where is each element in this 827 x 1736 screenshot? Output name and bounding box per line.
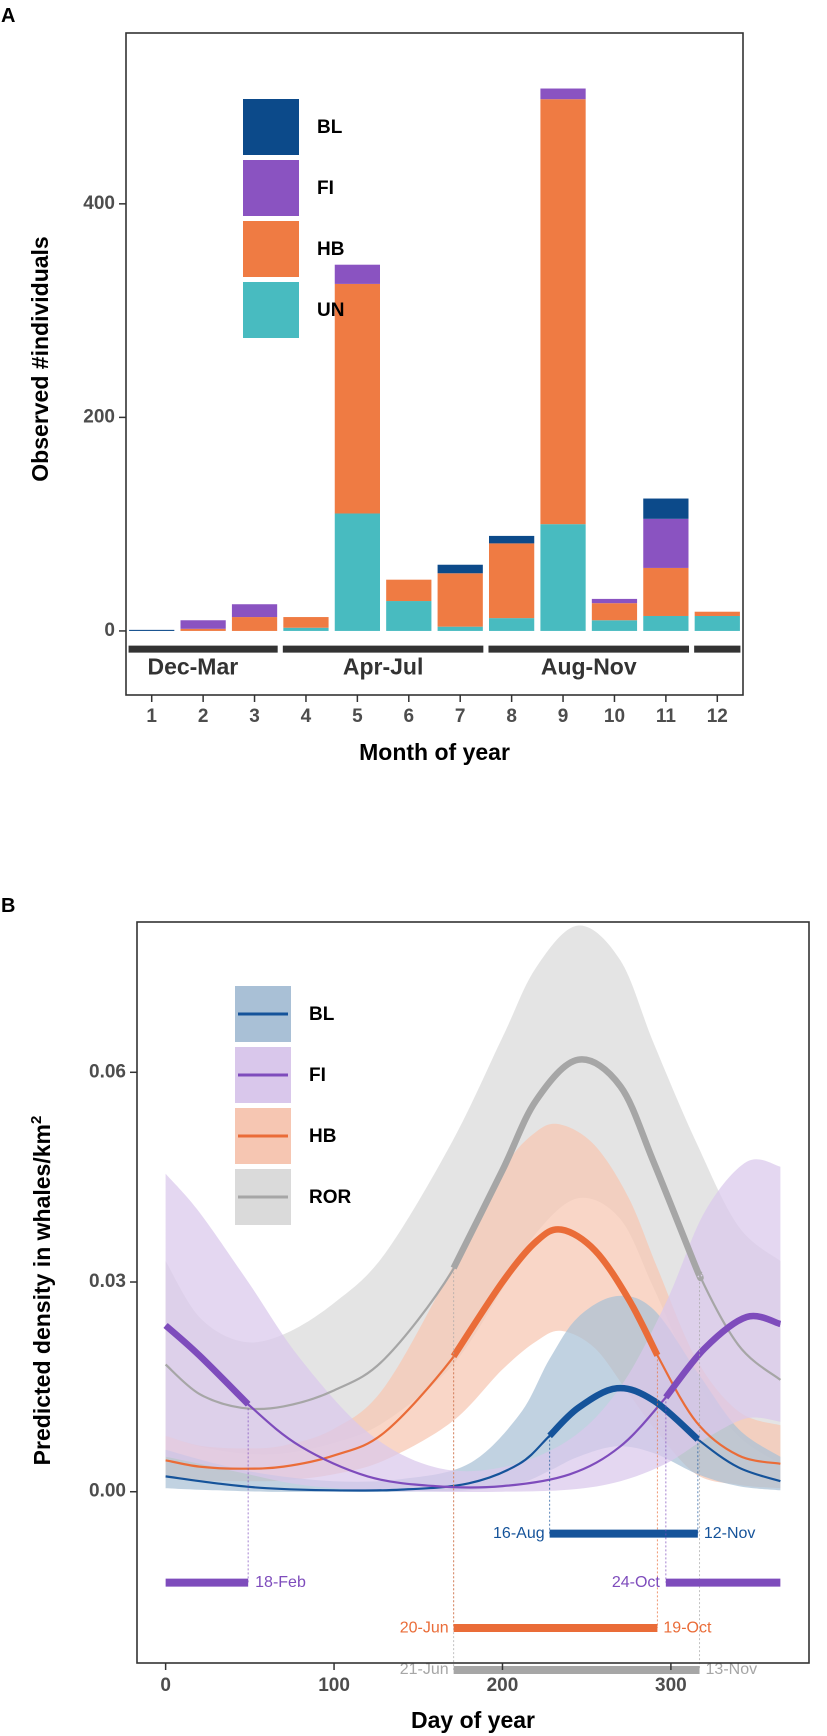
legend-label-a-hb: HB xyxy=(317,239,344,260)
y-axis-title-b: Predicted density in whales/km2 xyxy=(28,1116,55,1466)
x-tick-label-b-100: 100 xyxy=(318,1675,350,1696)
bar-bl-month-7 xyxy=(437,564,483,574)
y-tick-label-a-0: 0 xyxy=(104,620,115,641)
bar-un-month-5 xyxy=(334,513,380,631)
bar-un-month-9 xyxy=(540,524,586,631)
bar-hb-month-11 xyxy=(643,567,689,616)
x-tick-label-a-10: 10 xyxy=(604,706,625,727)
x-tick-label-a-8: 8 xyxy=(506,706,517,727)
bar-un-month-11 xyxy=(643,615,689,631)
bar-fi-month-2 xyxy=(180,620,226,629)
bar-fi-month-9 xyxy=(540,88,586,100)
legend-label-a-un: UN xyxy=(317,300,344,321)
x-tick-label-a-1: 1 xyxy=(146,706,157,727)
band-hb xyxy=(165,1123,781,1489)
bar-hb-month-7 xyxy=(437,573,483,627)
x-tick-label-a-4: 4 xyxy=(301,706,312,727)
x-axis-title-a: Month of year xyxy=(359,739,510,765)
range-label-start-hb: 20-Jun xyxy=(400,1619,449,1636)
range-label-end-ror: 13-Nov xyxy=(706,1661,758,1678)
bar-un-month-4 xyxy=(283,627,329,631)
bar-hb-month-9 xyxy=(540,99,586,525)
bar-un-month-6 xyxy=(386,601,432,631)
x-tick-label-a-5: 5 xyxy=(352,706,363,727)
y-tick-label-b-0-03: 0.03 xyxy=(89,1271,126,1292)
legend-label-a-bl: BL xyxy=(317,117,343,138)
panel-label-a: A xyxy=(1,5,15,27)
panel-b: B 21-Jun 13-Nov 20-Jun 19-Oct 16-Aug 12-Nov 24-… xyxy=(1,895,810,1733)
peak-segment-fi-early xyxy=(163,1322,251,1407)
legend-label-b-ror: ROR xyxy=(309,1187,352,1208)
x-axis-title-b: Day of year xyxy=(411,1707,535,1733)
range-label-start-fi: 24-Oct xyxy=(612,1574,661,1591)
band-ror xyxy=(165,925,781,1464)
season-label-apr-jul: Apr-Jul xyxy=(343,653,424,679)
bar-hb-month-5 xyxy=(334,283,380,514)
plot-frame-b xyxy=(136,921,810,1664)
range-label-start-ror: 21-Jun xyxy=(400,1661,449,1678)
y-tick-label-a-400: 400 xyxy=(83,193,115,214)
x-tick-label-a-12: 12 xyxy=(707,706,728,727)
range-label-end-fi: 18-Feb xyxy=(255,1574,306,1591)
y-tick-label-a-200: 200 xyxy=(83,406,115,427)
range-label-end-hb: 19-Oct xyxy=(663,1619,712,1636)
legend-label-b-hb: HB xyxy=(309,1126,336,1147)
peak-segment-fi xyxy=(663,1312,782,1400)
bar-fi-month-10 xyxy=(591,598,638,604)
x-tick-label-a-11: 11 xyxy=(656,706,677,727)
bar-bl-month-11 xyxy=(643,498,689,519)
range-label-end-bl: 12-Nov xyxy=(704,1525,756,1542)
bar-bl-month-1 xyxy=(129,629,175,631)
x-tick-label-a-7: 7 xyxy=(455,706,466,727)
peak-segment-bl xyxy=(547,1384,700,1442)
x-tick-label-a-3: 3 xyxy=(249,706,260,727)
legend-key-a-fi xyxy=(241,158,301,218)
bar-un-month-12 xyxy=(694,615,740,631)
x-tick-label-b-200: 200 xyxy=(487,1675,519,1696)
y-axis-title-b-main: Predicted density in whales/km xyxy=(29,1124,55,1465)
bar-hb-month-3 xyxy=(231,617,278,631)
y-tick-label-b-0-06: 0.06 xyxy=(89,1061,126,1082)
bar-un-month-10 xyxy=(591,620,638,631)
band-fi xyxy=(165,1159,781,1492)
bar-fi-month-11 xyxy=(643,518,689,568)
bar-bl-month-8 xyxy=(489,535,535,544)
legend-label-b-fi: FI xyxy=(309,1065,326,1086)
bar-un-month-7 xyxy=(437,626,483,631)
bar-hb-month-8 xyxy=(489,543,535,619)
panel-label-b: B xyxy=(1,895,15,917)
legend-label-a-fi: FI xyxy=(317,178,334,199)
peak-segment-ror xyxy=(450,1056,704,1282)
bar-hb-month-12 xyxy=(694,611,740,616)
legend-label-b-bl: BL xyxy=(309,1004,335,1025)
legend-key-a-bl xyxy=(241,97,301,157)
legend-key-a-hb xyxy=(241,219,301,279)
x-tick-label-a-2: 2 xyxy=(198,706,209,727)
bar-hb-month-10 xyxy=(591,603,638,621)
bar-fi-month-3 xyxy=(231,604,278,618)
season-label-aug-nov: Aug-Nov xyxy=(541,653,637,679)
bar-un-month-8 xyxy=(489,618,535,631)
bar-fi-month-5 xyxy=(334,264,380,284)
plot-frame-a xyxy=(125,32,744,696)
range-label-start-bl: 16-Aug xyxy=(493,1525,545,1542)
y-tick-label-b-0-00: 0.00 xyxy=(89,1481,126,1502)
season-label-dec-mar: Dec-Mar xyxy=(147,653,238,679)
x-tick-label-a-6: 6 xyxy=(404,706,415,727)
x-tick-label-b-0: 0 xyxy=(160,1675,171,1696)
bar-hb-month-4 xyxy=(283,617,329,628)
bar-hb-month-6 xyxy=(386,579,432,602)
x-tick-label-a-9: 9 xyxy=(558,706,569,727)
y-axis-title-b-superscript: 2 xyxy=(28,1116,45,1124)
bar-hb-month-2 xyxy=(180,628,226,631)
x-tick-label-b-300: 300 xyxy=(655,1675,687,1696)
y-axis-title-a: Observed #individuals xyxy=(27,236,53,481)
peak-segment-hb xyxy=(450,1226,661,1359)
legend-key-a-un xyxy=(241,280,301,340)
